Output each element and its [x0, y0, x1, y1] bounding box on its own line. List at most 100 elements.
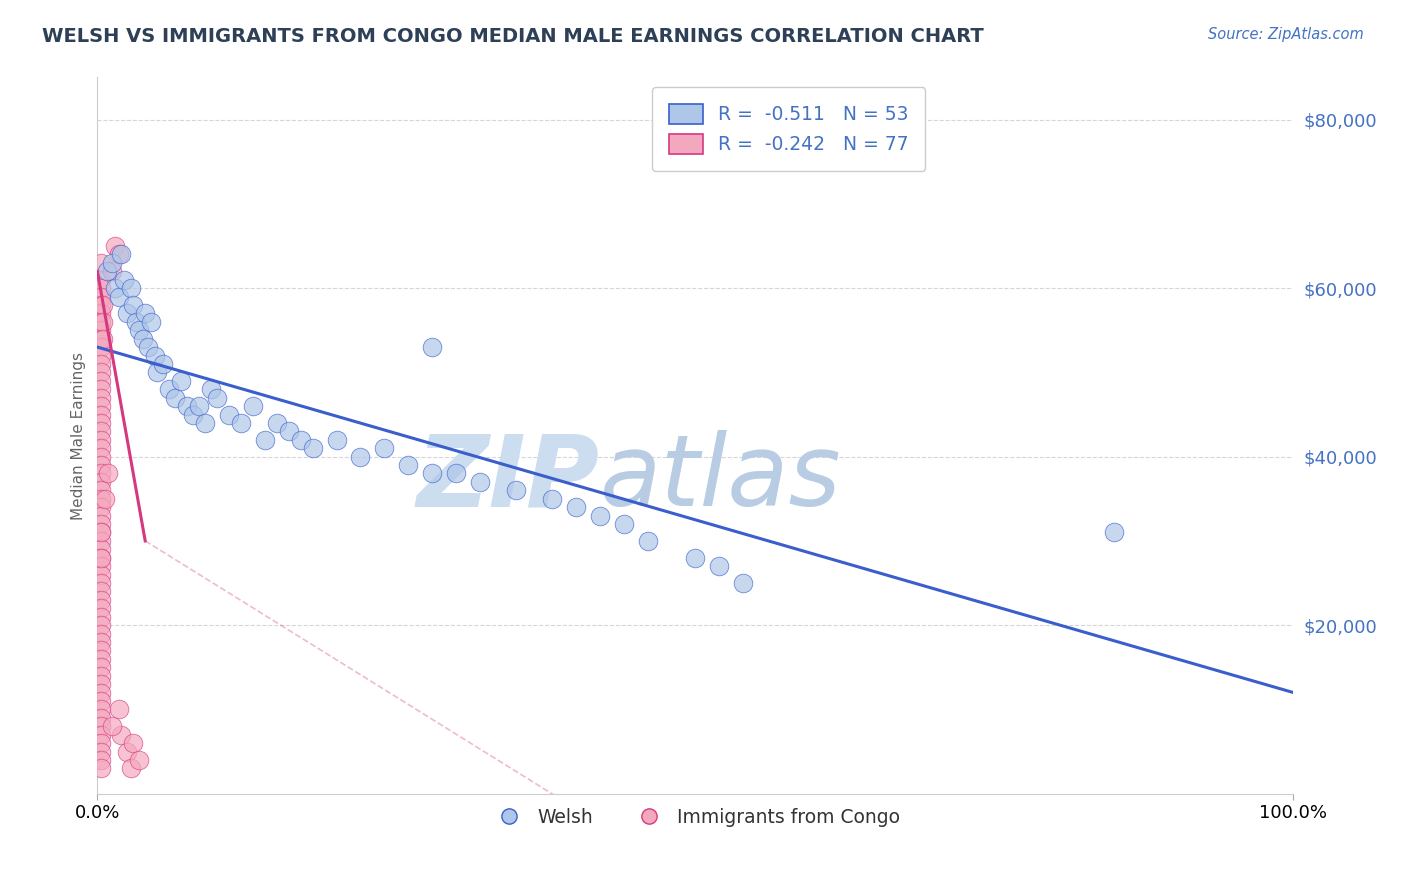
Point — [90, 702, 112, 716]
Point — [181, 408, 204, 422]
Point — [90, 669, 112, 683]
Point — [90, 491, 112, 506]
Point — [90, 391, 112, 405]
Point — [200, 382, 222, 396]
Point — [120, 761, 142, 775]
Point — [96, 264, 118, 278]
Point — [613, 516, 636, 531]
Point — [93, 491, 115, 506]
Point — [90, 745, 112, 759]
Point — [188, 399, 211, 413]
Point — [90, 685, 112, 699]
Text: ZIP: ZIP — [416, 430, 600, 527]
Point — [229, 416, 252, 430]
Text: Source: ZipAtlas.com: Source: ZipAtlas.com — [1208, 27, 1364, 42]
Point — [91, 298, 114, 312]
Point — [90, 728, 112, 742]
Point — [90, 516, 112, 531]
Point — [91, 332, 114, 346]
Point — [124, 315, 146, 329]
Point — [90, 652, 112, 666]
Point — [90, 626, 112, 640]
Point — [90, 458, 112, 472]
Point — [90, 281, 112, 295]
Point — [108, 289, 131, 303]
Point — [90, 365, 112, 379]
Point — [90, 332, 112, 346]
Point — [90, 542, 112, 557]
Point — [90, 425, 112, 439]
Point — [541, 491, 564, 506]
Point — [117, 306, 139, 320]
Point — [290, 433, 312, 447]
Text: atlas: atlas — [600, 430, 841, 527]
Point — [90, 323, 112, 337]
Point — [176, 399, 198, 413]
Point — [90, 525, 112, 540]
Point — [218, 408, 240, 422]
Point — [91, 315, 114, 329]
Point — [90, 357, 112, 371]
Point — [141, 315, 163, 329]
Point — [165, 391, 187, 405]
Point — [637, 533, 659, 548]
Point — [108, 247, 131, 261]
Point — [132, 332, 155, 346]
Point — [733, 576, 755, 591]
Point — [205, 391, 228, 405]
Point — [110, 728, 132, 742]
Point — [90, 550, 112, 565]
Point — [90, 399, 112, 413]
Point — [146, 365, 169, 379]
Point — [90, 349, 112, 363]
Point — [128, 753, 150, 767]
Point — [709, 559, 731, 574]
Point — [90, 298, 112, 312]
Point — [90, 450, 112, 464]
Point — [90, 635, 112, 649]
Point — [589, 508, 612, 523]
Point — [117, 745, 139, 759]
Point — [90, 441, 112, 455]
Point — [420, 467, 443, 481]
Y-axis label: Median Male Earnings: Median Male Earnings — [72, 351, 86, 519]
Point — [242, 399, 264, 413]
Point — [444, 467, 467, 481]
Point — [128, 323, 150, 337]
Point — [110, 247, 132, 261]
Point — [90, 374, 112, 388]
Point — [90, 533, 112, 548]
Point — [90, 500, 112, 515]
Point — [90, 340, 112, 354]
Point — [90, 382, 112, 396]
Point — [277, 425, 299, 439]
Point — [396, 458, 419, 472]
Point — [468, 475, 491, 489]
Point — [100, 264, 122, 278]
Point — [90, 753, 112, 767]
Point — [122, 736, 145, 750]
Point — [112, 273, 135, 287]
Point — [136, 340, 159, 354]
Point — [90, 508, 112, 523]
Point — [266, 416, 288, 430]
Point — [90, 315, 112, 329]
Point — [90, 550, 112, 565]
Point — [152, 357, 174, 371]
Point — [104, 281, 127, 295]
Point — [90, 273, 112, 287]
Point — [90, 475, 112, 489]
Point — [100, 719, 122, 733]
Point — [90, 719, 112, 733]
Point — [90, 761, 112, 775]
Point — [108, 702, 131, 716]
Point — [90, 601, 112, 615]
Point — [505, 483, 527, 498]
Point — [120, 281, 142, 295]
Point — [90, 609, 112, 624]
Point — [90, 618, 112, 632]
Point — [104, 239, 127, 253]
Point — [325, 433, 347, 447]
Point — [143, 349, 166, 363]
Point — [157, 382, 180, 396]
